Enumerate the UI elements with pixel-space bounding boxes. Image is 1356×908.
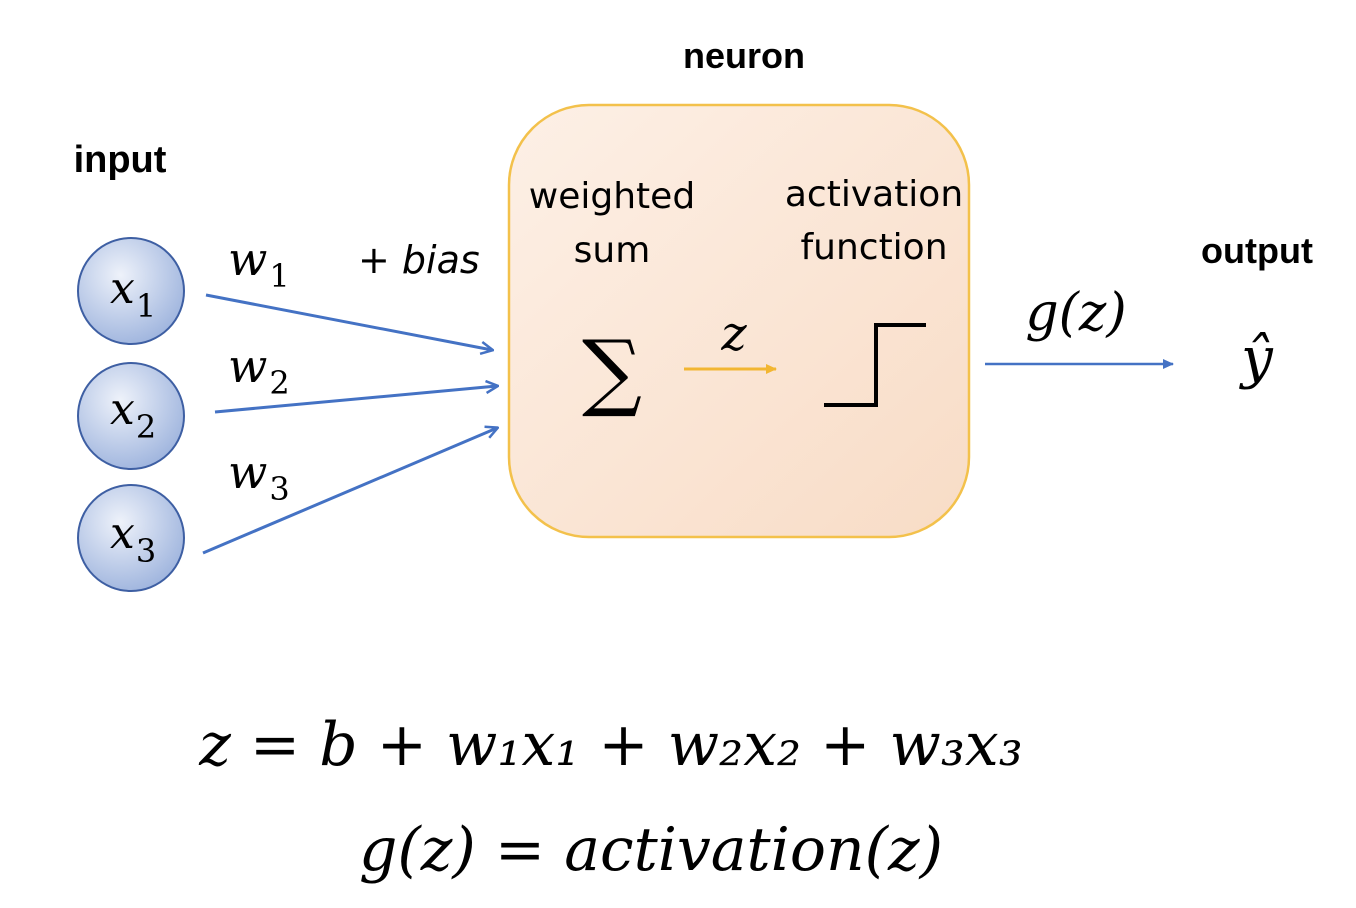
edge-x3 [202,428,497,555]
activation-label-line2: function [800,227,947,268]
svg-text:w1: w1 [228,232,290,295]
svg-text:w2: w2 [228,339,290,402]
sum-symbol: ∑ [582,322,642,420]
weighted-sum-label-line2: sum [574,230,651,271]
svg-text:w3: w3 [228,445,290,508]
output-function-label: g(z) [1025,283,1126,343]
weight-w1: w1 [228,232,290,295]
activation-label-line1: activation [785,174,963,215]
weighted-sum-label-line1: weighted [529,176,695,217]
neuron-label: neuron [683,35,805,76]
equation-g: g(z) = activation(z) [359,815,943,885]
z-label: z [720,306,747,362]
input-node-x3: x3 [77,484,185,592]
output-symbol: ŷ [1238,326,1274,391]
weight-w3: w3 [228,445,290,508]
svg-text:x3: x3 [110,508,156,570]
edge-x2 [214,386,497,414]
input-node-x2: x2 [77,362,185,470]
weight-w2: w2 [228,339,290,402]
equation-z: z = b + w₁x₁ + w₂x₂ + w₃x₃ [198,710,1023,780]
neuron-box [507,103,971,539]
svg-text:x2: x2 [110,384,156,446]
input-label: input [74,139,167,181]
step-function-icon [824,323,926,407]
edge-x1 [205,293,492,350]
input-node-x1: x1 [77,237,185,345]
svg-text:x1: x1 [110,263,156,325]
bias-label: + bias [358,238,480,282]
output-label: output [1201,230,1313,271]
